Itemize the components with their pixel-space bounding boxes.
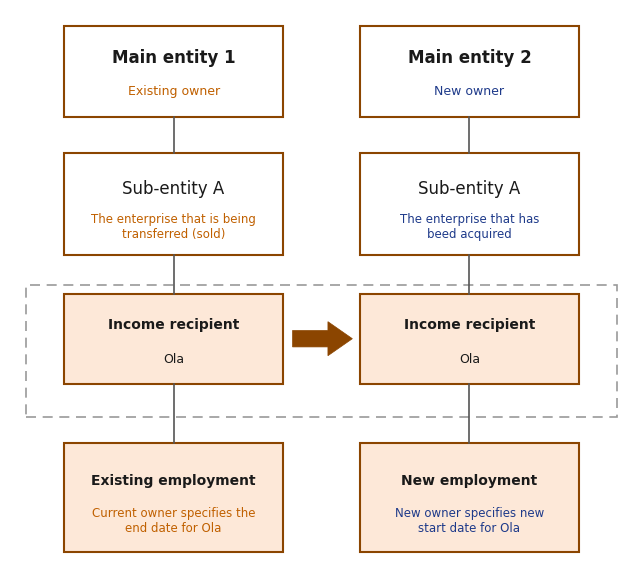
Bar: [360, 294, 579, 384]
Text: New employment: New employment: [401, 474, 538, 488]
Bar: [64, 26, 283, 117]
Polygon shape: [293, 322, 352, 356]
Text: Ola: Ola: [459, 353, 480, 366]
Text: The enterprise that is being
transferred (sold): The enterprise that is being transferred…: [91, 212, 256, 241]
Bar: [64, 153, 283, 255]
Bar: [64, 294, 283, 384]
Text: New owner specifies new
start date for Ola: New owner specifies new start date for O…: [395, 507, 544, 535]
Text: Existing employment: Existing employment: [91, 474, 256, 488]
Bar: [64, 443, 283, 552]
Text: New owner: New owner: [435, 86, 504, 99]
Text: Ola: Ola: [163, 353, 184, 366]
Bar: [360, 153, 579, 255]
Text: Income recipient: Income recipient: [404, 318, 535, 332]
Text: The enterprise that has
beed acquired: The enterprise that has beed acquired: [400, 212, 539, 241]
Bar: [360, 443, 579, 552]
Text: Sub-entity A: Sub-entity A: [122, 180, 225, 198]
Text: Income recipient: Income recipient: [108, 318, 239, 332]
Text: Sub-entity A: Sub-entity A: [418, 180, 521, 198]
Text: Current owner specifies the
end date for Ola: Current owner specifies the end date for…: [92, 507, 255, 535]
Bar: [26, 285, 617, 417]
Text: Main entity 1: Main entity 1: [112, 49, 235, 68]
Bar: [360, 26, 579, 117]
Text: Existing owner: Existing owner: [127, 86, 220, 99]
Text: Main entity 2: Main entity 2: [408, 49, 531, 68]
